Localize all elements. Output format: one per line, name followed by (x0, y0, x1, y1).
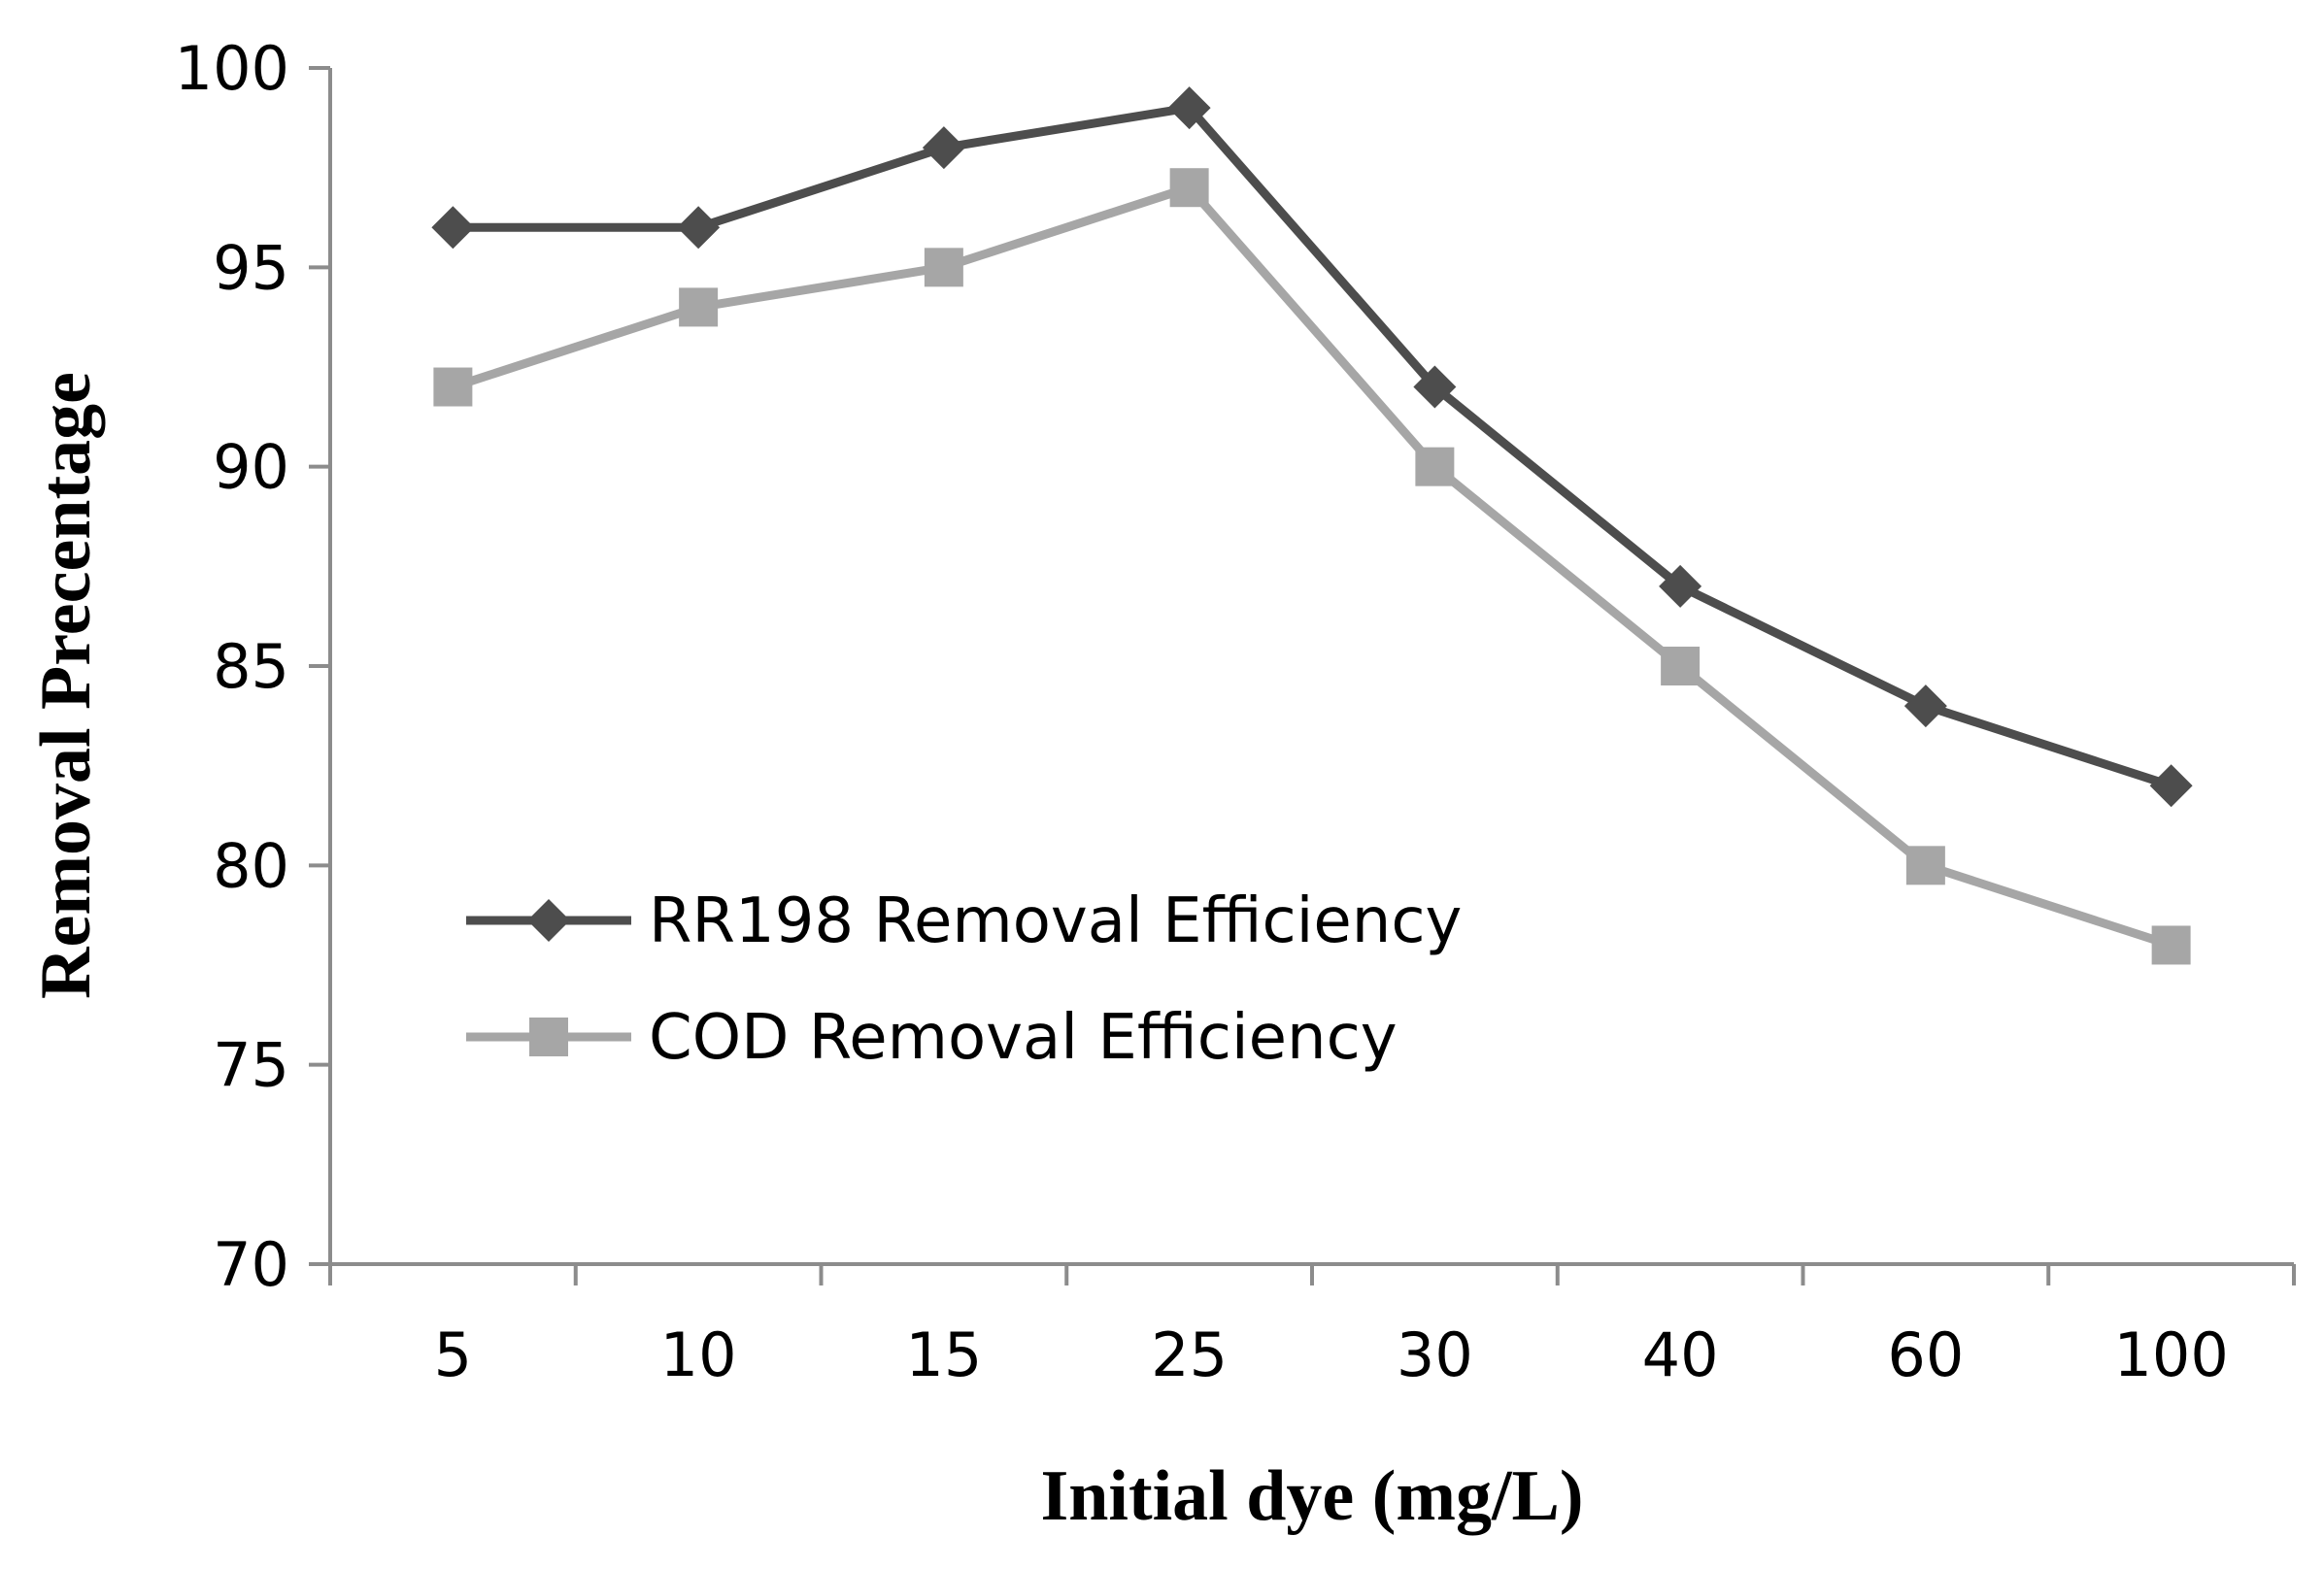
legend-marker (529, 1018, 568, 1056)
legend-label: COD Removal Efficiency (649, 1002, 1398, 1074)
x-tick-label: 10 (660, 1319, 737, 1390)
x-tick-label: 30 (1397, 1319, 1473, 1390)
data-point (1169, 168, 1209, 208)
data-point (924, 248, 963, 287)
series-line (451, 183, 2173, 950)
y-tick-label: 80 (213, 830, 289, 901)
data-point (1415, 447, 1455, 486)
data-point (1659, 564, 1702, 608)
series-rr198 (431, 86, 2193, 808)
legend-label: RR198 Removal Efficiency (649, 885, 1462, 957)
data-point (431, 206, 475, 250)
legend-item: RR198 Removal Efficiency (466, 885, 1462, 957)
data-point (677, 206, 721, 250)
x-tick-label: 40 (1642, 1319, 1719, 1390)
axes (309, 68, 2294, 1266)
y-ticks: 70 75 80 85 90 95 100 (175, 33, 330, 1300)
data-point (1903, 684, 1947, 728)
x-tick-label: 15 (905, 1319, 982, 1390)
x-ticks: 5 10 15 25 30 40 60 100 (328, 1264, 2296, 1390)
x-axis-title: Initial dye (mg/L) (1040, 1456, 1583, 1536)
x-tick-label: 25 (1151, 1319, 1228, 1390)
series-line (453, 103, 2173, 790)
data-point (1905, 846, 1945, 885)
series-group (431, 86, 2193, 965)
legend-marker (527, 899, 570, 942)
y-tick-label: 95 (213, 232, 289, 303)
data-point (433, 367, 473, 407)
legend-item: COD Removal Efficiency (466, 1002, 1398, 1074)
y-tick-label: 90 (213, 432, 289, 503)
data-point (1661, 647, 1701, 685)
y-tick-label: 85 (213, 631, 289, 702)
y-tick-label: 100 (175, 33, 289, 104)
data-point (922, 126, 965, 170)
data-point (679, 287, 719, 327)
y-tick-label: 75 (213, 1030, 289, 1101)
legend: RR198 Removal Efficiency COD Removal Effi… (466, 885, 1462, 1074)
x-tick-label: 5 (434, 1319, 472, 1390)
y-tick-label: 70 (213, 1229, 289, 1300)
data-point (2149, 764, 2193, 808)
data-point (1413, 365, 1457, 409)
data-point (2151, 925, 2191, 965)
x-tick-label: 60 (1887, 1319, 1964, 1390)
y-axis-title: Removal Precentage (26, 372, 106, 999)
data-point (1167, 86, 1211, 130)
x-tick-label: 100 (2113, 1319, 2228, 1390)
series-cod (433, 168, 2191, 965)
